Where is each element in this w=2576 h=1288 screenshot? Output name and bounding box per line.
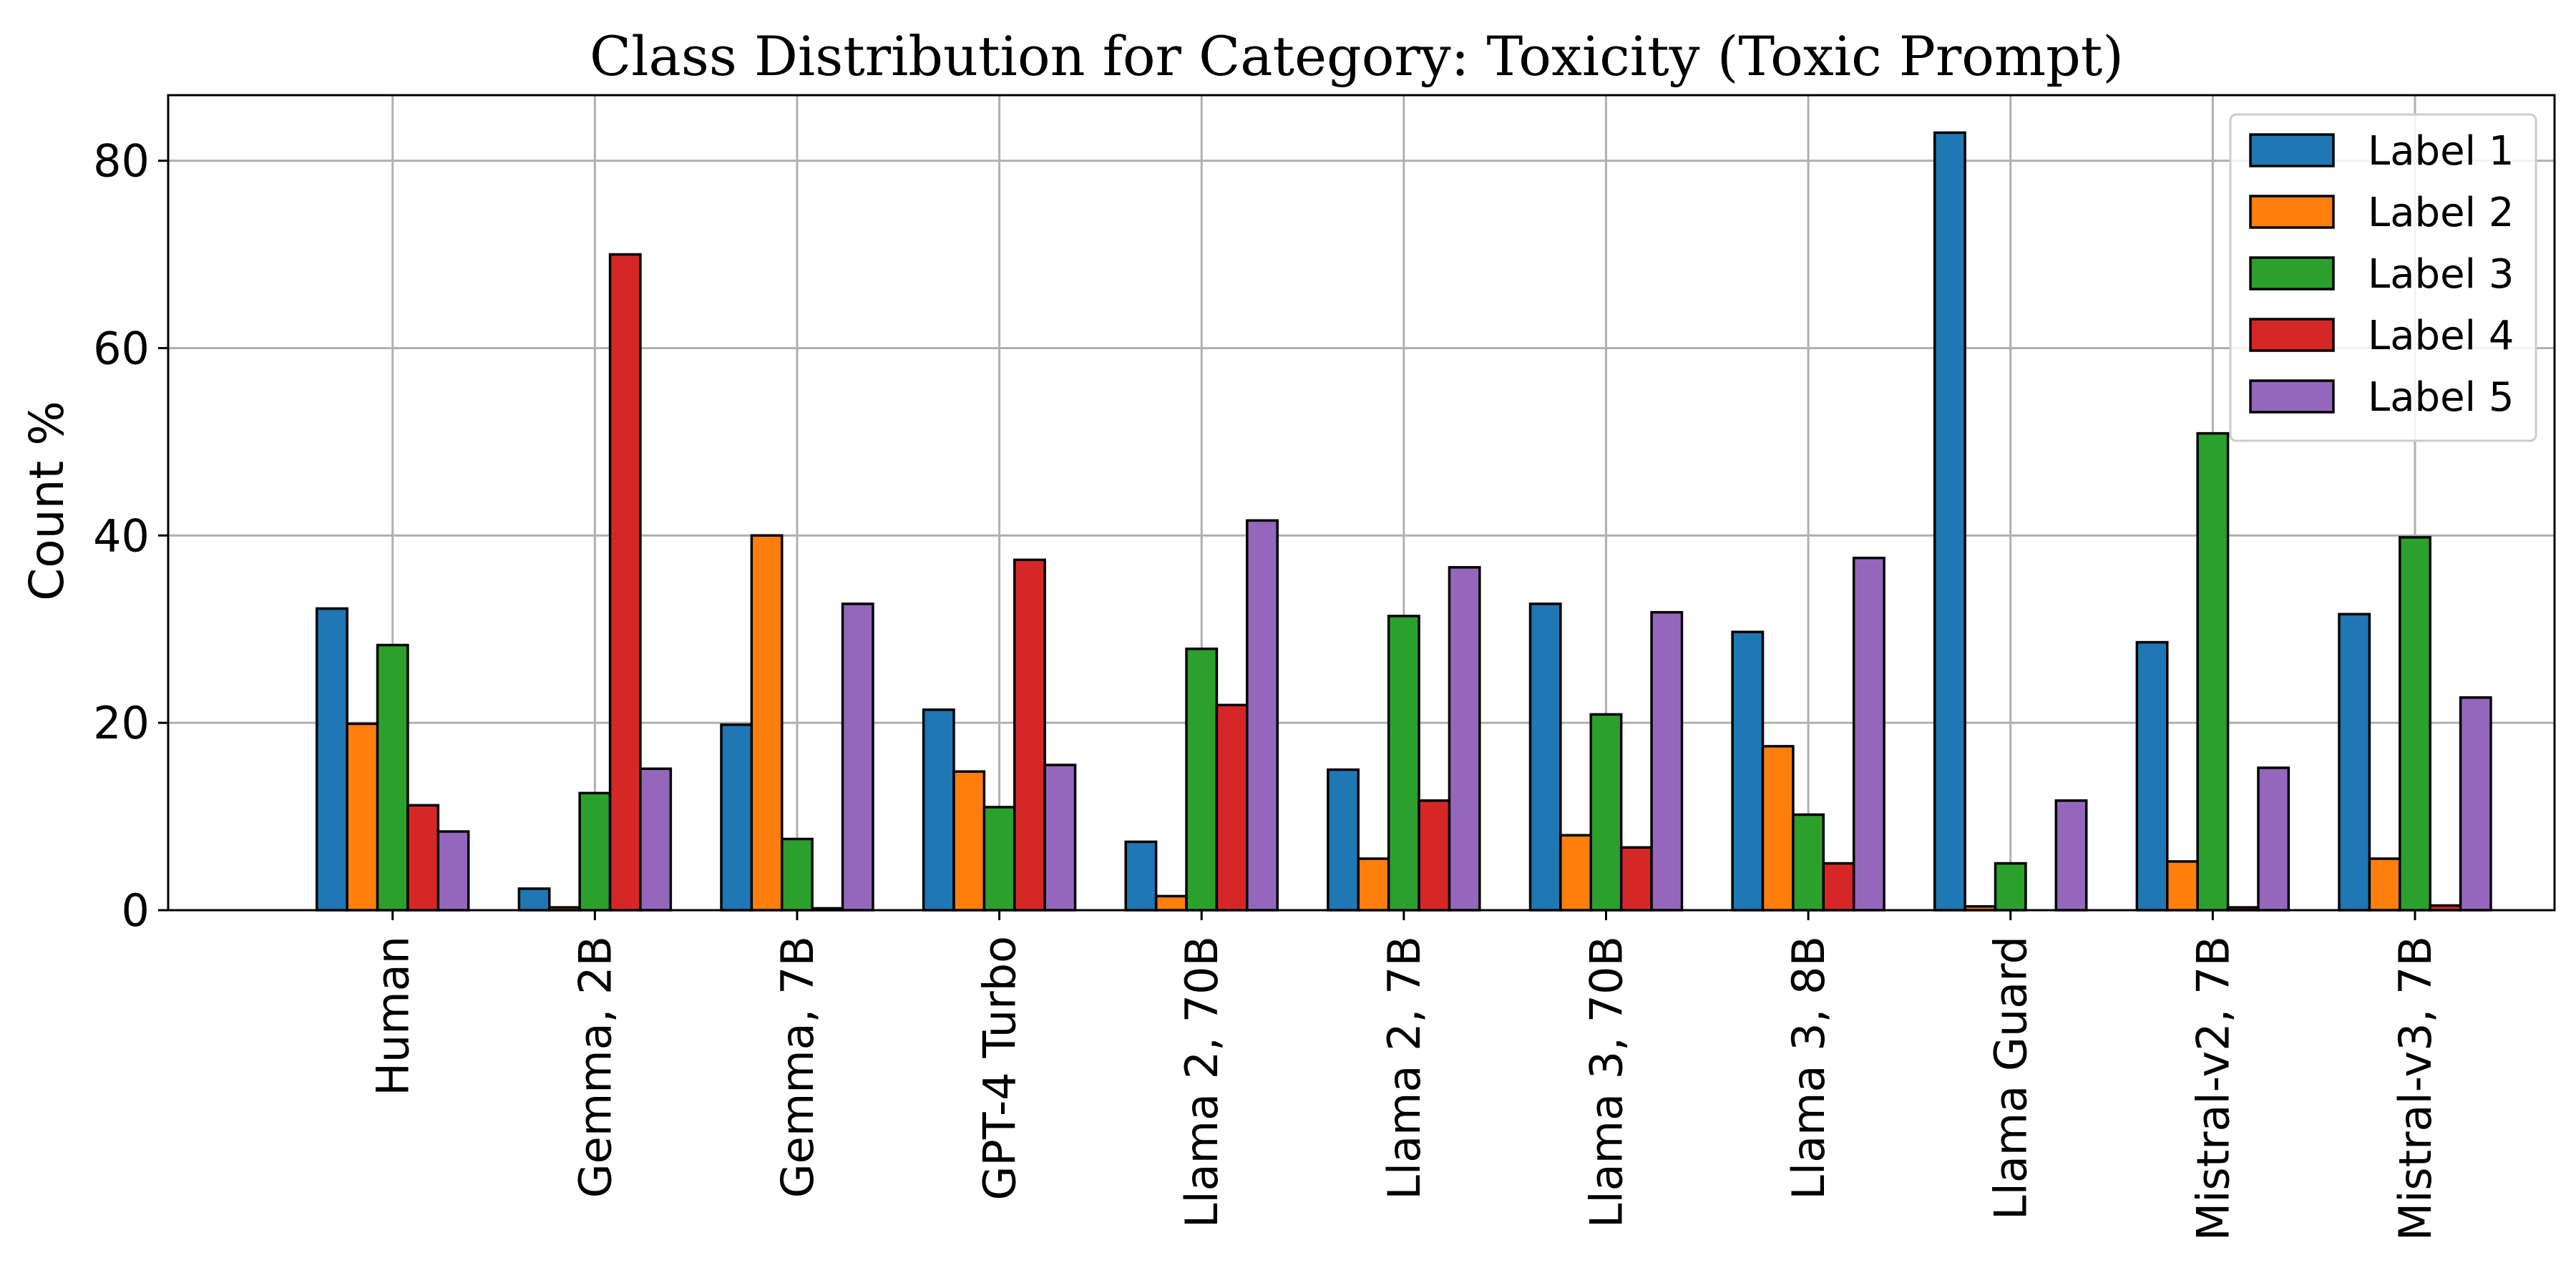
x-tick-label: Llama 2, 7B [1378,936,1430,1200]
bar-label-3 [1994,862,2027,912]
x-tick-label: Mistral-v2, 7B [2187,936,2239,1241]
bar-label-3 [2399,536,2431,912]
legend-label: Label 4 [2368,313,2514,359]
x-tick-label: Mistral-v3, 7B [2389,936,2441,1241]
bar-label-3 [1185,647,1219,912]
x-tick-label: Llama 3, 8B [1782,936,1835,1200]
x-tick-label: Gemma, 2B [569,936,621,1198]
bar-label-5 [1650,610,1684,912]
bar-label-2 [750,534,784,912]
bar-label-1 [1327,768,1360,912]
bar-label-5 [2054,799,2088,912]
bar-label-4 [1418,799,1451,912]
bar-label-3 [982,806,1016,912]
x-tick-label: Human [367,936,419,1096]
bar-label-1 [1124,840,1158,912]
bar-label-3 [781,837,814,912]
bar-label-5 [1448,566,1481,912]
legend-label: Label 3 [2368,251,2514,298]
bar-label-5 [1043,763,1077,912]
bar-label-1 [2135,640,2169,912]
legend-label: Label 1 [2368,128,2514,175]
bar-label-2 [1154,894,1188,912]
bar-label-3 [1589,713,1623,912]
bar-label-4 [1013,558,1046,912]
bar-label-3 [578,791,612,912]
x-tick-label: Llama 2, 70B [1176,936,1228,1228]
bar-label-5 [1246,519,1279,912]
bar-label-2 [2368,857,2401,912]
legend-swatch [2249,379,2335,414]
x-tick-label: Llama 3, 70B [1580,936,1632,1228]
y-tick-label: 40 [93,509,150,562]
bar-label-4 [1619,846,1653,912]
bar-label-5 [639,767,673,912]
bar-label-5 [436,830,470,912]
bar-label-2 [346,722,379,912]
y-tick-label: 20 [93,697,150,749]
x-tick-label: Gemma, 7B [771,936,824,1198]
y-tick-label: 80 [93,135,150,187]
bar-label-5 [841,602,874,912]
y-tick-label: 0 [122,884,150,937]
bar-label-1 [2338,613,2371,912]
bar-label-4 [406,804,440,912]
legend-label: Label 2 [2368,190,2514,236]
bar-label-1 [720,723,753,912]
legend-swatch [2249,318,2335,352]
legend-swatch [2249,133,2335,167]
bar-label-5 [2459,696,2492,912]
legend: Label 1 Label 2 Label 3 Label 4 Label 5 [2229,113,2537,442]
bars [315,131,2492,912]
x-tick-label: GPT-4 Turbo [974,936,1026,1201]
x-tick-label: Llama Guard [1985,936,2037,1220]
bar-label-2 [1761,745,1795,912]
bar-label-5 [1852,556,1885,912]
bar-label-2 [952,770,986,912]
bar-label-4 [1215,703,1249,912]
bar-label-3 [1792,813,1825,912]
bar-label-1 [1731,630,1765,912]
bar-label-1 [1933,131,1966,912]
bar-label-1 [922,708,955,912]
bar-label-3 [2196,431,2230,912]
legend-label: Label 5 [2368,374,2514,421]
plot-frame [167,94,2556,912]
bar-label-4 [1822,862,1855,912]
bar-label-3 [1387,615,1420,912]
y-tick-label: 60 [93,322,150,374]
axes [167,94,2556,912]
y-tick-labels: 0 20 40 60 80 [93,135,168,937]
bar-label-3 [376,643,409,912]
bar-label-2 [1357,857,1390,912]
bar-label-2 [2166,860,2199,912]
bar-label-4 [608,253,642,912]
bar-label-1 [1528,602,1562,912]
bar-label-5 [2257,766,2290,912]
x-tick-labels: Human Gemma, 2B Gemma, 7B GPT-4 Turbo Llama … [367,910,2441,1241]
bar-label-2 [1559,834,1593,912]
bar-label-1 [315,607,348,912]
chart-title: Class Distribution for Category: Toxicit… [590,24,2124,88]
y-axis-label: Count % [19,401,74,601]
legend-swatch [2249,256,2335,291]
bar-label-1 [517,887,551,912]
legend-swatch [2249,195,2335,229]
